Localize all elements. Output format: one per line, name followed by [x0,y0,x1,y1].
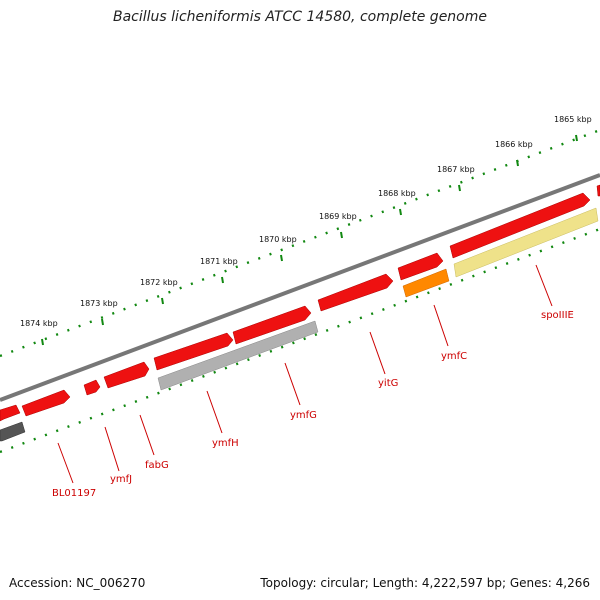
accession-label: Accession: NC_006270 [9,576,146,590]
gene-arrow-spoIIIE-fwd[interactable] [449,192,591,259]
gene-arrow-ymfH-fwd[interactable] [153,332,234,371]
gene-label-spoIIIE[interactable]: spoIIIE [541,310,574,321]
kbp-label: 1871 kbp [200,257,238,266]
gene-arrow-edge[interactable] [596,184,600,197]
kbp-label: 1872 kbp [140,278,178,287]
gene-arrow-ymfG[interactable] [232,305,312,345]
gene-label-ymfC[interactable]: ymfC [441,351,467,362]
kbp-label: 1868 kbp [378,189,416,198]
kbp-label: 1870 kbp [259,235,297,244]
kbp-label: 1874 kbp [20,319,58,328]
reverse-strand-track [0,207,599,442]
kbp-label: 1866 kbp [495,140,533,149]
gene-block-BL01197[interactable] [0,421,26,442]
kbp-major-tick [161,297,164,305]
kbp-major-tick [280,254,283,262]
gene-label-yitG[interactable]: yitG [378,378,398,389]
kbp-label: 1873 kbp [80,299,118,308]
kbp-label: 1865 kbp [554,115,592,124]
gene-block-spoIIIE[interactable] [453,207,599,278]
kbp-major-tick [41,338,44,346]
gene-label-leaders [57,264,553,484]
gene-arrow-BL01197-upstream[interactable] [21,389,71,417]
kbp-labels: 1865 kbp 1866 kbp 1867 kbp 1868 kbp 1869 kbp… [20,115,592,346]
gene-arrow-yitG[interactable] [317,273,394,312]
kbp-label: 1867 kbp [437,165,475,174]
gene-label-BL01197[interactable]: BL01197 [52,488,96,499]
gene-block-ymfH[interactable] [157,320,319,391]
kbp-major-tick [458,184,461,192]
kbp-major-tick [399,208,402,216]
gene-arrow-ymfJ[interactable] [83,379,101,396]
kbp-label: 1869 kbp [319,212,357,221]
genome-backbone [0,173,600,402]
kbp-major-tick [575,134,578,142]
gene-block-ymfC[interactable] [402,268,450,298]
gene-arrow-fabG[interactable] [103,361,150,389]
kbp-major-tick [340,231,343,239]
gene-labels: BL01197 ymfJ fabG ymfH ymfG yitG ymfC sp… [52,310,574,499]
gene-label-ymfH[interactable]: ymfH [212,438,239,449]
gene-label-fabG[interactable]: fabG [145,460,169,471]
kbp-major-tick [101,318,104,326]
gene-label-ymfG[interactable]: ymfG [290,410,317,421]
forward-strand-track [0,184,600,422]
gene-label-ymfJ[interactable]: ymfJ [110,474,132,485]
kbp-major-tick [221,276,224,284]
page-title: Bacillus licheniformis ATCC 14580, compl… [113,9,487,25]
summary-label: Topology: circular; Length: 4,222,597 bp… [260,576,590,590]
gene-arrow-ymfC-fwd[interactable] [397,252,444,281]
kbp-major-tick [516,159,519,167]
gene-arrow[interactable] [0,404,21,422]
